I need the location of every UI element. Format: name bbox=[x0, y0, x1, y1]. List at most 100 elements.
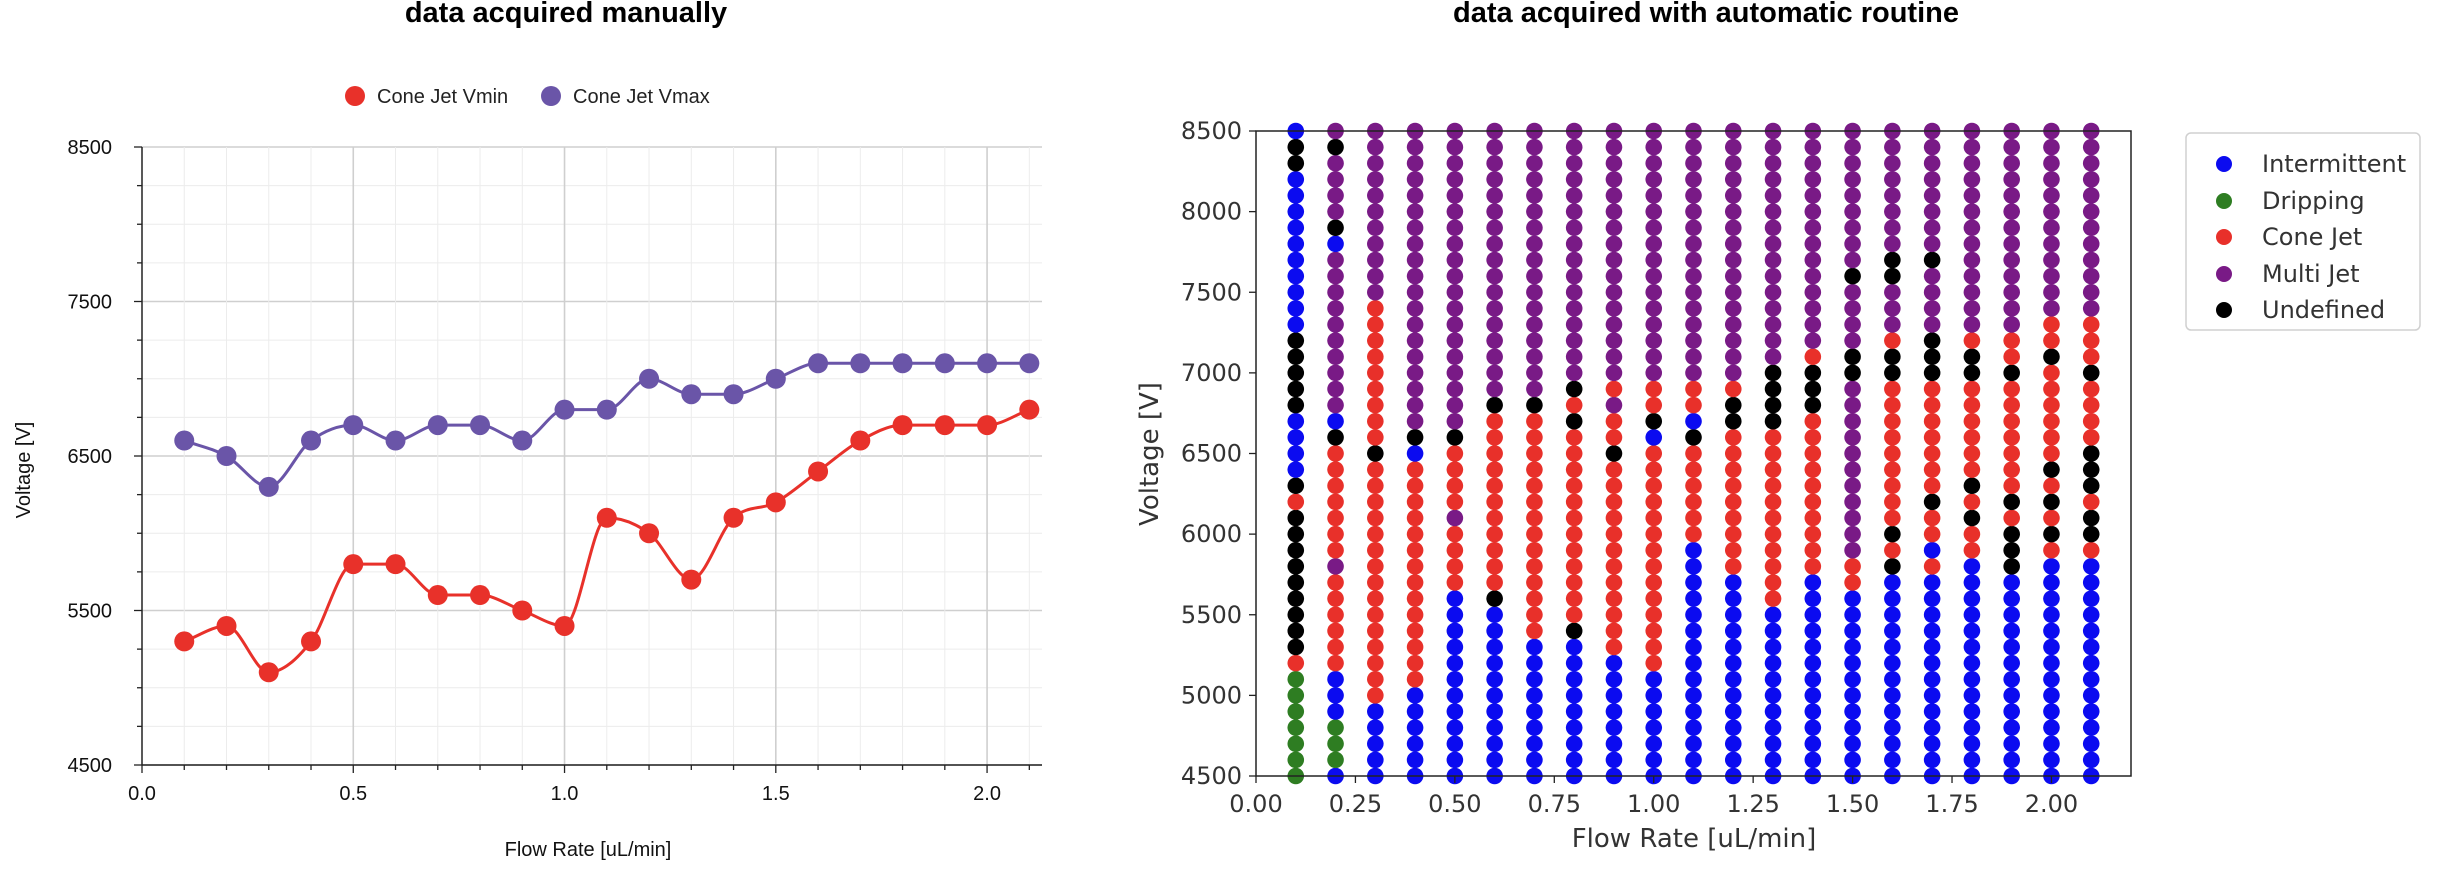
scatter-point bbox=[1526, 509, 1543, 527]
scatter-point bbox=[1804, 719, 1822, 736]
manual-data-chart: data acquired manually Cone Jet Vmin Con… bbox=[13, 0, 1042, 861]
scatter-point bbox=[1605, 751, 1623, 769]
scatter-point bbox=[1287, 235, 1305, 253]
scatter-point bbox=[1724, 622, 1742, 640]
scatter-point bbox=[1645, 590, 1663, 607]
scatter-point bbox=[1884, 703, 1901, 720]
scatter-point bbox=[1685, 558, 1702, 575]
scatter-point bbox=[1804, 412, 1822, 430]
scatter-point bbox=[1963, 251, 1981, 269]
scatter-point bbox=[2082, 719, 2100, 736]
scatter-point bbox=[1446, 670, 1464, 688]
data-point bbox=[765, 368, 786, 389]
scatter-point bbox=[1367, 412, 1384, 430]
scatter-point bbox=[2043, 396, 2060, 414]
scatter-point bbox=[1645, 267, 1663, 285]
scatter-point bbox=[1685, 267, 1702, 285]
scatter-point bbox=[2082, 203, 2100, 220]
scatter-point bbox=[1446, 138, 1464, 156]
scatter-point bbox=[1724, 638, 1742, 656]
scatter-point bbox=[1884, 332, 1901, 349]
scatter-point bbox=[1884, 267, 1901, 285]
scatter-point bbox=[1367, 235, 1384, 253]
scatter-point bbox=[2043, 348, 2060, 366]
left-x-axis-label: Flow Rate [uL/min] bbox=[505, 839, 672, 861]
left-y-tick-label: 5500 bbox=[68, 601, 113, 623]
scatter-point bbox=[1884, 203, 1901, 220]
scatter-point bbox=[1446, 687, 1464, 704]
scatter-column bbox=[2082, 122, 2100, 785]
scatter-column bbox=[1685, 122, 1702, 785]
scatter-point bbox=[1685, 348, 1702, 366]
scatter-point bbox=[1565, 493, 1583, 511]
data-point bbox=[977, 415, 998, 436]
scatter-point bbox=[1923, 348, 1941, 366]
scatter-point bbox=[1406, 541, 1424, 559]
scatter-point bbox=[1605, 477, 1623, 495]
left-x-tick-label: 2.0 bbox=[973, 783, 1001, 805]
scatter-point bbox=[1446, 364, 1464, 382]
scatter-point bbox=[1605, 171, 1623, 188]
scatter-point bbox=[1367, 171, 1384, 188]
scatter-point bbox=[1645, 429, 1663, 446]
scatter-point bbox=[1446, 461, 1464, 478]
automatic-routine-chart: data acquired with automatic routine 0.0… bbox=[1135, 0, 2421, 854]
scatter-point bbox=[1884, 590, 1901, 607]
scatter-point bbox=[2043, 429, 2060, 446]
scatter-point bbox=[1287, 461, 1305, 478]
scatter-point bbox=[1486, 332, 1503, 349]
scatter-point bbox=[1963, 703, 1981, 720]
scatter-point bbox=[1605, 138, 1623, 156]
scatter-point bbox=[1724, 154, 1742, 172]
scatter-point bbox=[1327, 751, 1344, 769]
scatter-point bbox=[1605, 154, 1623, 172]
scatter-point bbox=[1565, 154, 1583, 172]
scatter-point bbox=[1526, 412, 1543, 430]
scatter-point bbox=[1724, 429, 1742, 446]
scatter-point bbox=[1327, 267, 1344, 285]
scatter-point bbox=[1287, 300, 1305, 317]
scatter-point bbox=[1764, 300, 1782, 317]
scatter-point bbox=[1446, 283, 1464, 301]
scatter-point bbox=[1923, 283, 1941, 301]
legend-label-dripping: Dripping bbox=[2262, 187, 2365, 215]
scatter-point bbox=[1486, 574, 1503, 591]
scatter-point bbox=[1764, 187, 1782, 204]
scatter-point bbox=[1367, 574, 1384, 591]
scatter-point bbox=[1367, 687, 1384, 704]
scatter-point bbox=[1605, 364, 1623, 382]
scatter-point bbox=[2003, 574, 2020, 591]
scatter-point bbox=[1486, 670, 1503, 688]
scatter-point bbox=[1486, 590, 1503, 607]
scatter-point bbox=[1844, 558, 1861, 575]
scatter-point bbox=[1446, 332, 1464, 349]
scatter-point bbox=[1804, 461, 1822, 478]
scatter-point bbox=[1844, 364, 1861, 382]
scatter-point bbox=[1804, 267, 1822, 285]
scatter-point bbox=[2082, 316, 2100, 333]
scatter-point bbox=[1923, 541, 1941, 559]
scatter-point bbox=[1327, 154, 1344, 172]
scatter-point bbox=[1764, 670, 1782, 688]
scatter-point bbox=[1963, 477, 1981, 495]
scatter-point bbox=[1804, 283, 1822, 301]
scatter-point bbox=[1327, 396, 1344, 414]
scatter-point bbox=[2043, 300, 2060, 317]
scatter-point bbox=[1804, 429, 1822, 446]
scatter-point bbox=[1804, 316, 1822, 333]
scatter-point bbox=[1844, 590, 1861, 607]
scatter-point bbox=[2003, 735, 2020, 753]
scatter-point bbox=[2043, 477, 2060, 495]
scatter-point bbox=[1923, 316, 1941, 333]
scatter-point bbox=[1605, 396, 1623, 414]
scatter-point bbox=[1923, 235, 1941, 253]
right-y-tick-label: 7500 bbox=[1181, 278, 1242, 306]
scatter-point bbox=[1884, 429, 1901, 446]
scatter-point bbox=[1367, 316, 1384, 333]
scatter-point bbox=[1884, 751, 1901, 769]
scatter-point bbox=[1406, 735, 1424, 753]
scatter-point bbox=[1446, 235, 1464, 253]
scatter-point bbox=[2082, 574, 2100, 591]
scatter-point bbox=[1645, 719, 1663, 736]
scatter-point bbox=[1486, 364, 1503, 382]
